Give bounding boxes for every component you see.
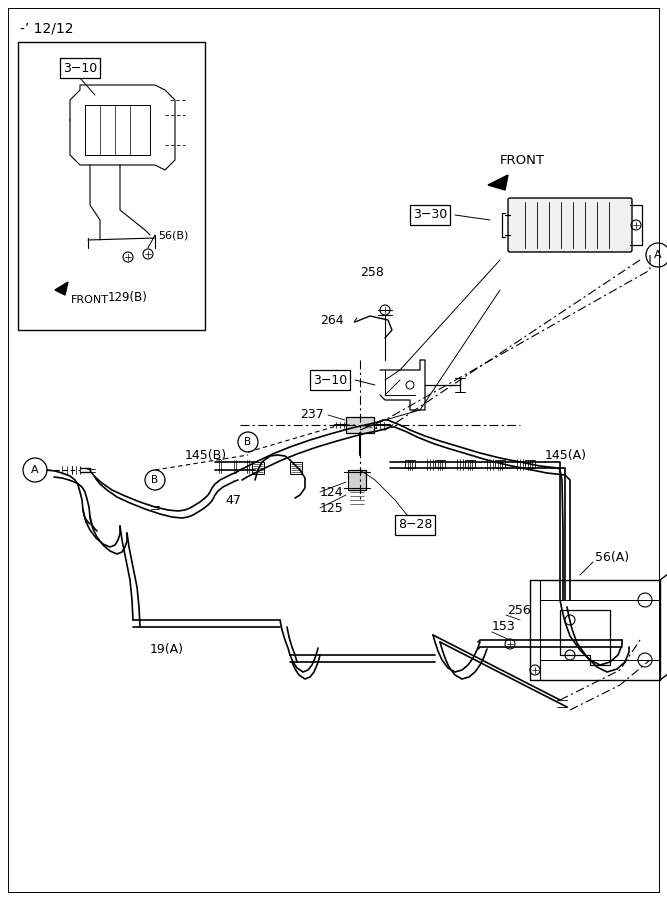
Polygon shape [55,282,68,295]
Bar [495,460,505,468]
Bar [346,417,374,433]
Text: 19(A): 19(A) [150,644,184,656]
Text: 47: 47 [225,493,241,507]
Bar [465,460,475,468]
Text: 129(B): 129(B) [108,292,148,304]
Text: 3−30: 3−30 [413,209,447,221]
Text: 124: 124 [320,485,344,499]
Text: -’ 12/12: -’ 12/12 [20,21,73,35]
Text: 8−28: 8−28 [398,518,432,532]
Bar [290,462,302,474]
Bar [18,42,205,330]
FancyBboxPatch shape [508,198,632,252]
Text: 145(B): 145(B) [185,448,227,462]
Text: 3−10: 3−10 [313,374,347,386]
Text: 3−10: 3−10 [63,61,97,75]
Text: 56(B): 56(B) [158,230,188,240]
Text: FRONT: FRONT [500,154,545,166]
Text: A: A [654,250,662,260]
Text: A: A [31,465,39,475]
Text: 264: 264 [320,313,344,327]
Polygon shape [488,175,508,190]
Text: 145(A): 145(A) [545,448,587,462]
Bar [348,470,366,490]
Bar [252,462,264,474]
Text: 258: 258 [360,266,384,278]
Text: 153: 153 [492,619,516,633]
Text: B: B [244,437,251,447]
Text: FRONT: FRONT [71,295,109,305]
Text: 125: 125 [320,501,344,515]
Text: 56(A): 56(A) [595,552,629,564]
Bar [435,460,445,468]
Text: 256: 256 [507,604,531,617]
Text: B: B [151,475,159,485]
Bar [525,460,535,468]
Bar [405,460,415,468]
Text: 237: 237 [300,409,323,421]
